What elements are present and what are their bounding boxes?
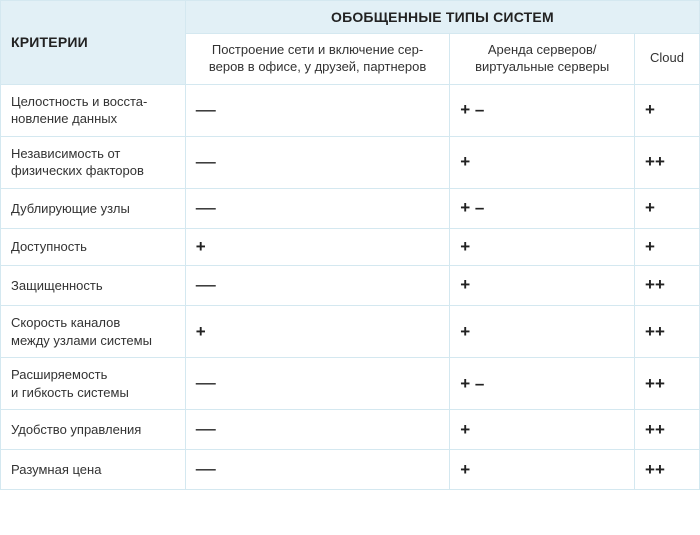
value-b: + (450, 305, 635, 357)
value-a: + (185, 305, 449, 357)
value-c: + (635, 188, 700, 228)
criteria-label: Независимость отфизических факторов (1, 136, 186, 188)
value-a: — (185, 450, 449, 490)
table-row: Независимость отфизических факторов — + … (1, 136, 700, 188)
value-c: ++ (635, 450, 700, 490)
criteria-label: Защищенность (1, 265, 186, 305)
table-header: КРИТЕРИИ ОБОБЩЕННЫЕ ТИПЫ СИСТЕМ Построен… (1, 1, 700, 85)
value-a: — (185, 265, 449, 305)
value-b: + – (450, 84, 635, 136)
value-c: + (635, 84, 700, 136)
value-a: — (185, 188, 449, 228)
value-b: + (450, 136, 635, 188)
value-b: + (450, 410, 635, 450)
table-row: Разумная цена — + ++ (1, 450, 700, 490)
value-a: + (185, 228, 449, 265)
value-c: ++ (635, 410, 700, 450)
criteria-label: Доступность (1, 228, 186, 265)
column-a-header: Построение сети и включение сер-веров в … (185, 34, 449, 85)
criteria-label: Расширяемостьи гибкость системы (1, 358, 186, 410)
value-b: + (450, 265, 635, 305)
value-c: ++ (635, 265, 700, 305)
value-b: + (450, 228, 635, 265)
column-c-header: Cloud (635, 34, 700, 85)
value-c: ++ (635, 305, 700, 357)
table-row: Защищенность — + ++ (1, 265, 700, 305)
table-row: Доступность + + + (1, 228, 700, 265)
comparison-table: КРИТЕРИИ ОБОБЩЕННЫЕ ТИПЫ СИСТЕМ Построен… (0, 0, 700, 490)
column-b-header: Аренда серверов/виртуальные серверы (450, 34, 635, 85)
table-row: Скорость каналовмежду узлами системы + +… (1, 305, 700, 357)
criteria-label: Удобство управления (1, 410, 186, 450)
table-body: Целостность и восста-новление данных — +… (1, 84, 700, 489)
value-c: ++ (635, 358, 700, 410)
value-b: + – (450, 188, 635, 228)
value-a: — (185, 84, 449, 136)
criteria-label: Скорость каналовмежду узлами системы (1, 305, 186, 357)
value-c: + (635, 228, 700, 265)
criteria-header: КРИТЕРИИ (1, 1, 186, 85)
value-c: ++ (635, 136, 700, 188)
criteria-label: Дублирующие узлы (1, 188, 186, 228)
systems-header: ОБОБЩЕННЫЕ ТИПЫ СИСТЕМ (185, 1, 699, 34)
value-a: — (185, 136, 449, 188)
table-row: Целостность и восста-новление данных — +… (1, 84, 700, 136)
table-row: Дублирующие узлы — + – + (1, 188, 700, 228)
table-row: Расширяемостьи гибкость системы — + – ++ (1, 358, 700, 410)
value-a: — (185, 410, 449, 450)
value-b: + – (450, 358, 635, 410)
criteria-label: Целостность и восста-новление данных (1, 84, 186, 136)
value-b: + (450, 450, 635, 490)
table-row: Удобство управления — + ++ (1, 410, 700, 450)
value-a: — (185, 358, 449, 410)
criteria-label: Разумная цена (1, 450, 186, 490)
